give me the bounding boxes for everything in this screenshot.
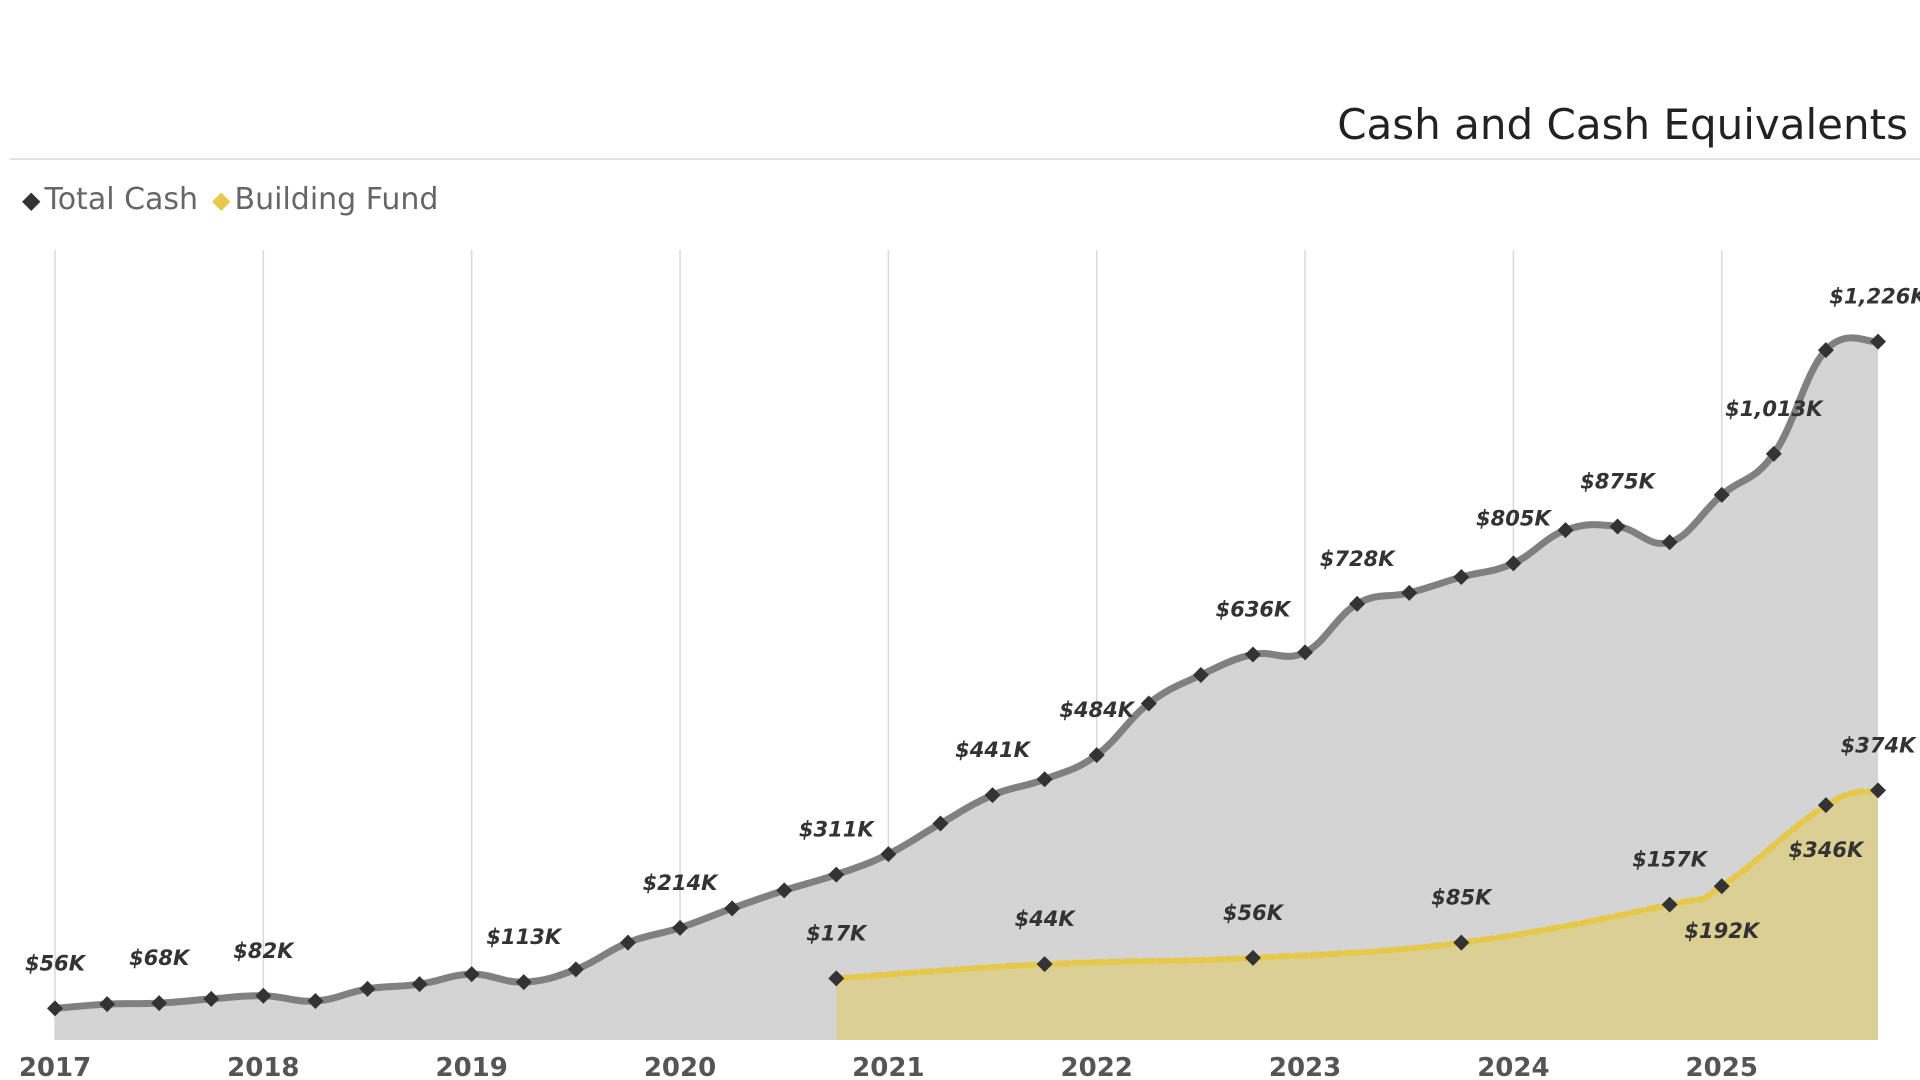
- data-point-total-cash[interactable]: [1661, 534, 1678, 551]
- legend: ◆ Total Cash ◆ Building Fund: [22, 182, 452, 217]
- x-axis: 2017 2018 2019 2020 2021 2022 2023 2024 2025: [19, 1053, 1758, 1080]
- data-point-building-fund[interactable]: [1870, 782, 1886, 799]
- data-point-total-cash[interactable]: [1401, 584, 1418, 601]
- marker-layer: [47, 333, 1886, 1017]
- x-tick-label-2023: 2023: [1269, 1053, 1341, 1080]
- data-point-total-cash[interactable]: [515, 974, 532, 991]
- data-point-total-cash[interactable]: [359, 980, 376, 997]
- data-point-total-cash[interactable]: [776, 882, 793, 899]
- data-label: $346K: [1789, 838, 1865, 862]
- title-divider: [10, 158, 1920, 160]
- data-point-total-cash[interactable]: [984, 787, 1001, 804]
- data-label: $192K: [1684, 919, 1760, 943]
- data-label: $484K: [1059, 698, 1135, 722]
- x-tick-label-2019: 2019: [435, 1053, 507, 1080]
- data-point-building-fund[interactable]: [1817, 797, 1834, 814]
- data-point-total-cash[interactable]: [672, 919, 689, 936]
- x-tick-label-2025: 2025: [1686, 1053, 1758, 1080]
- diamond-marker-icon: ◆: [212, 185, 231, 214]
- data-point-building-fund[interactable]: [828, 970, 845, 987]
- data-point-total-cash[interactable]: [463, 966, 480, 983]
- data-label: $728K: [1320, 547, 1396, 571]
- data-point-total-cash[interactable]: [880, 846, 897, 863]
- data-label: $85K: [1431, 886, 1493, 910]
- data-label: $56K: [25, 951, 87, 975]
- data-point-total-cash[interactable]: [1088, 747, 1105, 764]
- data-point-total-cash[interactable]: [932, 815, 949, 832]
- data-point-total-cash[interactable]: [1609, 518, 1626, 535]
- data-label: $44K: [1015, 907, 1077, 931]
- data-point-total-cash[interactable]: [724, 900, 741, 917]
- data-point-total-cash[interactable]: [1817, 342, 1834, 359]
- data-point-total-cash[interactable]: [1297, 644, 1314, 661]
- data-point-total-cash[interactable]: [828, 866, 845, 883]
- legend-label-total-cash: Total Cash: [44, 182, 199, 217]
- data-point-total-cash[interactable]: [1244, 646, 1261, 663]
- area-building-fund: [836, 790, 1879, 1040]
- data-label: $311K: [799, 818, 875, 842]
- data-point-total-cash[interactable]: [1036, 771, 1053, 788]
- data-point-total-cash[interactable]: [1870, 333, 1886, 350]
- data-point-building-fund[interactable]: [1713, 878, 1730, 895]
- data-point-total-cash[interactable]: [1140, 695, 1157, 712]
- data-point-total-cash[interactable]: [619, 934, 636, 951]
- data-point-total-cash[interactable]: [1192, 667, 1209, 684]
- x-tick-label-2024: 2024: [1477, 1053, 1549, 1080]
- data-point-total-cash[interactable]: [151, 995, 168, 1012]
- data-point-total-cash[interactable]: [567, 961, 584, 978]
- data-point-building-fund[interactable]: [1036, 956, 1053, 973]
- data-label: $17K: [806, 921, 868, 945]
- data-label: $875K: [1580, 470, 1656, 494]
- x-tick-label-2022: 2022: [1061, 1053, 1133, 1080]
- data-point-total-cash[interactable]: [1349, 595, 1366, 612]
- legend-item-total-cash[interactable]: ◆ Total Cash: [22, 182, 198, 217]
- data-point-total-cash[interactable]: [1557, 522, 1574, 539]
- x-tick-label-2018: 2018: [227, 1053, 299, 1080]
- x-tick-label-2020: 2020: [644, 1053, 716, 1080]
- diamond-marker-icon: ◆: [22, 185, 41, 214]
- legend-item-building-fund[interactable]: ◆ Building Fund: [212, 182, 438, 217]
- data-label: $636K: [1216, 597, 1292, 621]
- area-total-cash: [55, 337, 1878, 1040]
- data-point-total-cash[interactable]: [47, 1000, 63, 1017]
- data-label: $82K: [233, 939, 295, 963]
- data-label: $374K: [1841, 733, 1917, 757]
- data-point-total-cash[interactable]: [411, 976, 428, 993]
- data-point-total-cash[interactable]: [1505, 555, 1522, 572]
- data-point-total-cash[interactable]: [255, 987, 272, 1004]
- chart-title: Cash and Cash Equivalents: [1337, 100, 1908, 149]
- data-point-building-fund[interactable]: [1661, 896, 1678, 913]
- data-label: $441K: [955, 738, 1031, 762]
- label-layer: $56K $68K $82K $113K $214K $311K $441K $484K $63…: [25, 285, 1920, 976]
- data-point-building-fund[interactable]: [1453, 934, 1470, 951]
- legend-label-building-fund: Building Fund: [234, 182, 439, 217]
- data-label: $157K: [1632, 848, 1708, 872]
- x-tick-label-2017: 2017: [19, 1053, 91, 1080]
- data-label: $214K: [643, 871, 719, 895]
- data-point-total-cash[interactable]: [1453, 569, 1470, 586]
- data-point-total-cash[interactable]: [99, 996, 116, 1013]
- area-layer: [55, 337, 1879, 1040]
- data-label: $68K: [129, 946, 191, 970]
- x-tick-label-2021: 2021: [852, 1053, 924, 1080]
- data-point-building-fund[interactable]: [1244, 949, 1261, 966]
- data-point-total-cash[interactable]: [307, 993, 324, 1010]
- data-point-total-cash[interactable]: [1765, 445, 1782, 462]
- data-label: $805K: [1476, 506, 1552, 530]
- data-label: $113K: [486, 925, 562, 949]
- data-point-total-cash[interactable]: [1713, 486, 1730, 503]
- data-label: $56K: [1223, 901, 1285, 925]
- data-label: $1,013K: [1725, 397, 1824, 421]
- data-label: $1,226K: [1829, 285, 1920, 309]
- data-point-total-cash[interactable]: [203, 990, 220, 1007]
